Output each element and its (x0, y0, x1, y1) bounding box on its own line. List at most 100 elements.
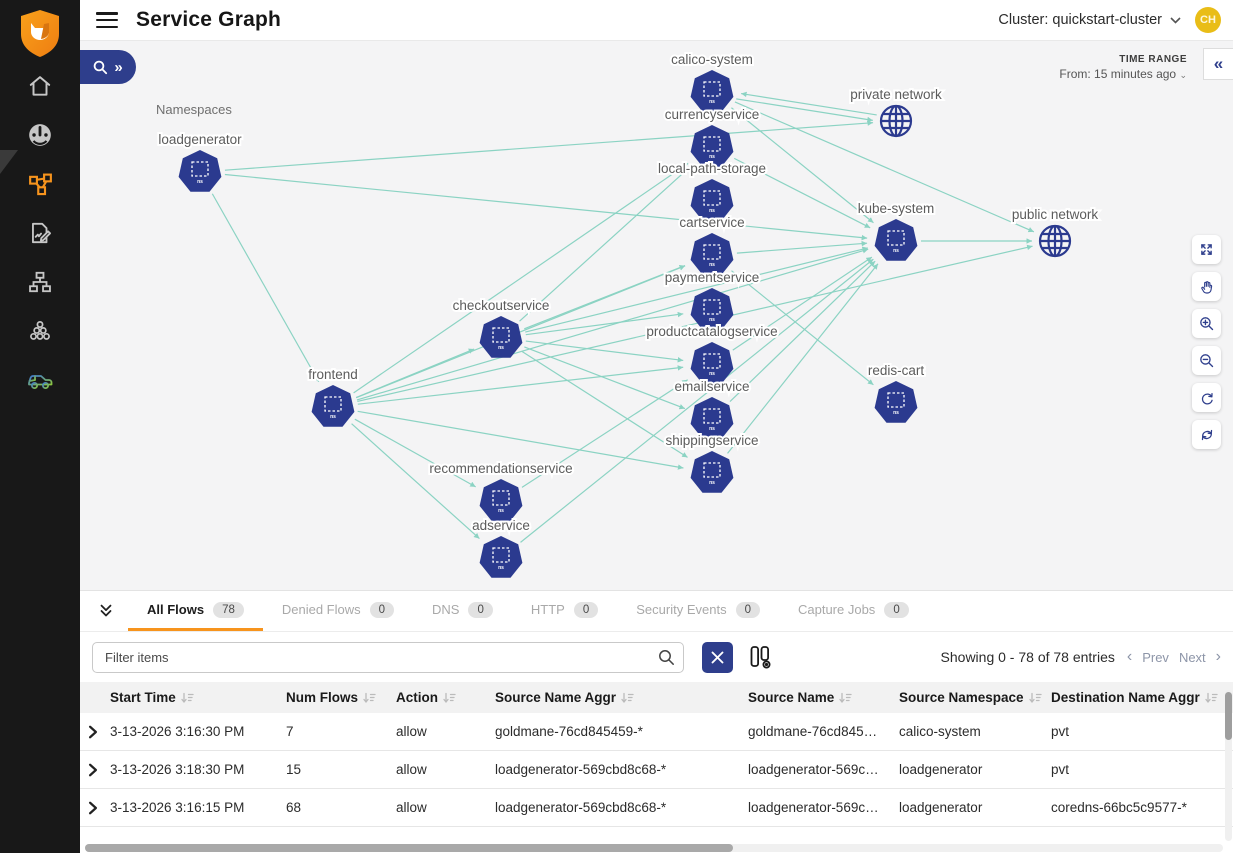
sort-icon[interactable] (363, 692, 376, 704)
table-row[interactable]: 3-13-2026 3:16:30 PM 7 allow goldmane-76cd8… (80, 713, 1233, 751)
tab-label: All Flows (147, 602, 205, 617)
dashboard-icon (29, 124, 51, 146)
sidebar-item-dashboards[interactable] (26, 121, 54, 149)
customize-columns-button[interactable] (745, 642, 775, 672)
sidebar-item-clusters[interactable] (26, 317, 54, 345)
column-header-source-name-aggr[interactable]: Source Name Aggr (491, 690, 744, 705)
tab-http[interactable]: HTTP 0 (512, 591, 617, 631)
table-row[interactable]: 3-13-2026 3:16:15 PM 68 allow loadgenerator… (80, 789, 1233, 827)
next-chevron-icon[interactable]: › (1215, 648, 1221, 665)
prev-page-link[interactable]: Prev (1142, 649, 1169, 665)
graph-node-public-network[interactable]: public network (1010, 205, 1100, 258)
graph-toolbar (1192, 235, 1221, 449)
horizontal-scrollbar[interactable] (85, 844, 1223, 852)
graph-node-checkoutservice[interactable]: ns checkoutservice (451, 296, 551, 358)
calico-cat-shield-logo[interactable] (17, 8, 63, 58)
graph-node-label: paymentservice (665, 270, 760, 285)
graph-node-label: shippingservice (665, 433, 758, 448)
column-header-num-flows[interactable]: Num Flows (282, 690, 392, 705)
refresh-button[interactable] (1192, 420, 1221, 449)
graph-edge-cartservice-to-kube-system (736, 240, 868, 254)
row-expander[interactable] (80, 763, 106, 777)
graph-node-private-network[interactable]: private network (848, 85, 944, 138)
graph-edge-recommendationservice-to-productcatalogservice (521, 379, 689, 488)
svg-text:ns: ns (498, 345, 504, 351)
graph-edge-adservice-to-kube-system (520, 258, 874, 543)
collapse-flows-button[interactable] (94, 599, 118, 623)
sidebar-item-home[interactable] (26, 72, 54, 100)
vertical-scrollbar-thumb[interactable] (1225, 692, 1232, 740)
table-row[interactable]: 3-13-2026 3:18:30 PM 15 allow loadgenerator… (80, 751, 1233, 789)
pan-button[interactable] (1192, 272, 1221, 301)
zoom-in-button[interactable] (1192, 309, 1221, 338)
sidebar-item-calico-whisker[interactable] (26, 366, 54, 394)
tab-denied-flows[interactable]: Denied Flows 0 (263, 591, 413, 631)
row-expander[interactable] (80, 725, 106, 739)
fit-to-screen-icon (1201, 244, 1212, 255)
graph-node-paymentservice[interactable]: ns paymentservice (663, 268, 761, 330)
tab-all-flows[interactable]: All Flows 78 (128, 591, 263, 631)
graph-node-redis-cart[interactable]: ns redis-cart (866, 361, 926, 423)
fit-to-screen-button[interactable] (1192, 235, 1221, 264)
reset-view-button[interactable] (1192, 383, 1221, 412)
cell-action: allow (396, 800, 427, 815)
column-header-start-time[interactable]: Start Time (106, 690, 282, 705)
graph-edge-loadgenerator-to-kube-system (224, 173, 868, 241)
graph-node-calico-system[interactable]: ns calico-system (669, 50, 755, 112)
graph-edge-emailservice-to-kube-system (729, 260, 876, 403)
column-header-action[interactable]: Action (392, 690, 491, 705)
row-expander[interactable] (80, 801, 106, 815)
sort-icon[interactable] (621, 692, 634, 704)
graph-node-cartservice[interactable]: ns cartservice (677, 213, 747, 275)
next-page-link[interactable]: Next (1178, 649, 1206, 665)
column-header-destination-name-aggr[interactable]: Destination Name Aggr (1047, 690, 1219, 705)
horizontal-scrollbar-thumb[interactable] (85, 844, 733, 852)
sort-icon[interactable] (839, 692, 852, 704)
filter-input[interactable] (92, 641, 684, 673)
column-header-source-name[interactable]: Source Name (744, 690, 895, 705)
tab-security-events[interactable]: Security Events 0 (617, 591, 779, 631)
graph-node-recommendationservice[interactable]: ns recommendationservice (427, 459, 575, 521)
graph-edge-checkoutservice-to-shippingservice (521, 350, 688, 458)
column-header-label: Start Time (110, 690, 176, 705)
sidebar-item-service-graph[interactable] (26, 170, 54, 198)
graph-node-adservice[interactable]: ns adservice (470, 516, 532, 578)
graph-edge-checkoutservice-to-productcatalogservice (525, 340, 684, 363)
column-header-label: Action (396, 690, 438, 705)
graph-node-kube-system[interactable]: ns kube-system (856, 199, 936, 261)
collapse-panel-button[interactable]: « (1203, 48, 1233, 80)
graph-search-pill[interactable]: » (80, 50, 136, 84)
graph-node-local-path-storage[interactable]: ns local-path-storage (656, 159, 768, 221)
vertical-scrollbar[interactable] (1225, 690, 1232, 841)
graph-edge-frontend-to-shippingservice (357, 410, 684, 470)
graph-node-currencyservice[interactable]: ns currencyservice (663, 105, 761, 167)
zoom-out-button[interactable] (1192, 346, 1221, 375)
graph-node-label: kube-system (858, 201, 935, 216)
hamburger-menu-icon[interactable] (96, 12, 118, 28)
tab-capture-jobs[interactable]: Capture Jobs 0 (779, 591, 928, 631)
tab-label: Capture Jobs (797, 602, 876, 617)
time-range-value[interactable]: From: 15 minutes ago ⌄ (1059, 67, 1187, 81)
graph-node-productcatalogservice[interactable]: ns productcatalogservice (644, 322, 780, 384)
graph-node-frontend[interactable]: ns frontend (306, 365, 360, 427)
column-header-label: Source Name Aggr (495, 690, 617, 705)
double-chevron-down-icon (100, 604, 112, 617)
sort-icon[interactable] (1205, 692, 1218, 704)
prev-chevron-icon[interactable]: ‹ (1126, 648, 1133, 665)
sidebar-item-network[interactable] (26, 268, 54, 296)
tab-dns[interactable]: DNS 0 (413, 591, 512, 631)
sort-icon[interactable] (1028, 692, 1042, 704)
graph-node-emailservice[interactable]: ns emailservice (672, 377, 752, 439)
sort-icon[interactable] (443, 692, 456, 704)
svg-text:ns: ns (709, 208, 715, 214)
service-graph-canvas[interactable]: ns loadgenerator ns calico-system ns currency… (80, 41, 1233, 590)
cell-start-time: 3-13-2026 3:16:15 PM (110, 800, 245, 815)
graph-node-loadgenerator[interactable]: ns loadgenerator (156, 130, 244, 192)
graph-node-shippingservice[interactable]: ns shippingservice (663, 431, 761, 493)
sidebar-item-policies[interactable] (26, 219, 54, 247)
clear-filter-button[interactable] (702, 641, 733, 673)
sort-icon[interactable] (181, 692, 194, 704)
column-header-source-namespace[interactable]: Source Namespace (895, 690, 1047, 705)
avatar[interactable]: CH (1195, 7, 1221, 33)
cluster-selector[interactable]: Cluster: quickstart-cluster (998, 12, 1181, 28)
